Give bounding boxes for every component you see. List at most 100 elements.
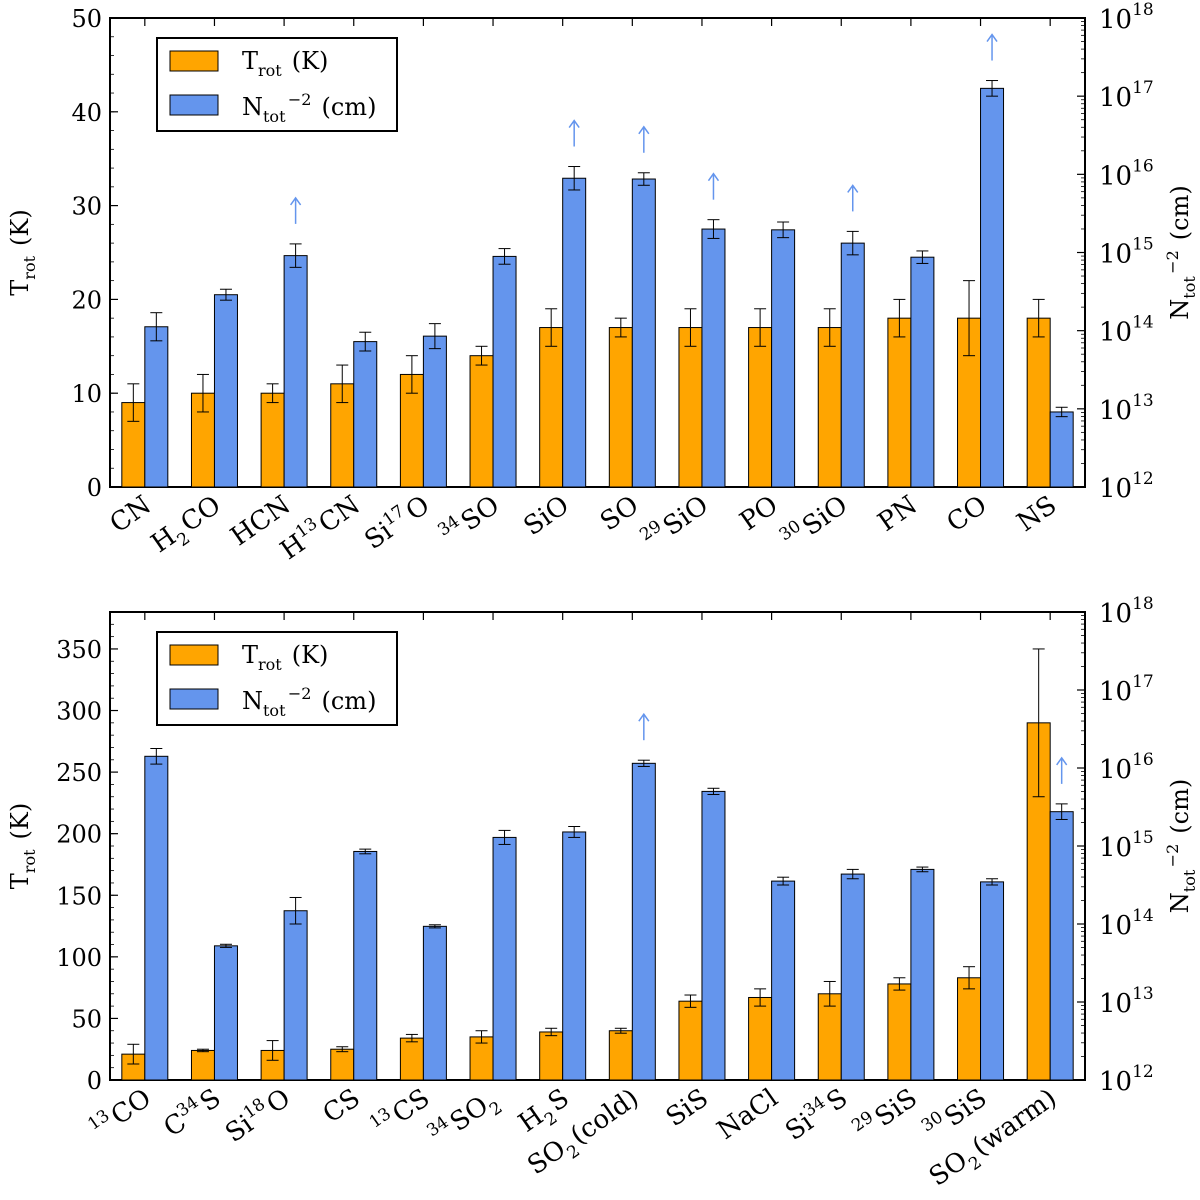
bar-trot xyxy=(539,327,564,488)
bar-trot xyxy=(887,983,912,1081)
bar-trot xyxy=(260,392,285,488)
bar-ntot xyxy=(701,228,726,488)
bar-ntot xyxy=(701,790,726,1081)
bar-ntot xyxy=(144,326,169,488)
bar-ntot xyxy=(562,831,587,1081)
bar-ntot xyxy=(1049,811,1074,1081)
legend-swatch-ntot xyxy=(169,94,219,116)
right-tick-label: 1013 xyxy=(1099,984,1154,1019)
x-tick-label: CS xyxy=(318,1083,366,1129)
bar-ntot xyxy=(910,256,935,488)
bar-trot xyxy=(748,327,773,488)
x-tick-label: H13 CN xyxy=(273,488,365,566)
lower-limit-arrowhead xyxy=(847,184,859,193)
x-tick-label: Si34 S xyxy=(778,1081,853,1147)
y-axis-label-right: Ntot −2 (cm) xyxy=(1163,185,1199,319)
legend: Trot (K) Ntot −2 (cm) xyxy=(156,631,398,726)
bar-trot xyxy=(817,327,842,488)
x-tick-label: NS xyxy=(1012,490,1062,538)
right-tick-label: 1013 xyxy=(1099,391,1154,426)
bar-ntot xyxy=(631,178,656,488)
lower-limit-arrowhead xyxy=(638,712,650,722)
left-tick-label: 20 xyxy=(71,286,102,314)
left-tick-label: 50 xyxy=(71,1005,102,1033)
left-tick-label: 10 xyxy=(71,380,102,408)
x-tick-label: PN xyxy=(873,490,923,538)
chart-panel-bottom: 0 50 100 150 200 250 300 350 1012 1013 1014 1015 101… xyxy=(6,594,1199,1197)
bar-ntot xyxy=(562,177,587,488)
left-tick-label: 300 xyxy=(56,698,102,726)
bar-ntot xyxy=(771,229,796,488)
lower-limit-arrowhead xyxy=(1056,756,1068,766)
x-tick-label: SiS xyxy=(661,1083,714,1133)
bar-ntot xyxy=(771,880,796,1081)
bar-ntot xyxy=(840,873,865,1081)
bar-trot xyxy=(539,1031,564,1081)
bar-trot xyxy=(399,1037,424,1081)
right-tick-label: 1012 xyxy=(1099,1062,1154,1097)
left-tick-label: 100 xyxy=(56,944,102,972)
x-tick-label: C34 S xyxy=(157,1081,227,1144)
lower-limit-arrowhead xyxy=(568,119,580,128)
bar-ntot xyxy=(144,755,169,1081)
bar-trot xyxy=(330,1048,355,1081)
y-axis-label-right: Ntot −2 (cm) xyxy=(1163,779,1199,913)
x-tick-label: Si17 O xyxy=(358,488,436,556)
bar-trot xyxy=(608,327,633,488)
legend-swatch-ntot xyxy=(169,688,219,710)
bar-ntot xyxy=(1049,411,1074,488)
x-tick-label: 29 SiS xyxy=(848,1081,923,1147)
bar-ntot xyxy=(840,242,865,488)
bar-ntot xyxy=(492,255,517,488)
bar-ntot xyxy=(213,945,238,1081)
lower-limit-arrowhead xyxy=(707,172,720,182)
right-tick-label: 1014 xyxy=(1099,313,1154,348)
bar-ntot xyxy=(492,836,517,1081)
bar-ntot xyxy=(910,868,935,1081)
right-tick-label: 1015 xyxy=(1099,235,1154,270)
x-tick-label: Si18 O xyxy=(218,1081,296,1149)
x-tick-label: 34 SO xyxy=(434,488,505,551)
left-tick-label: 0 xyxy=(87,474,102,502)
y-axis-label-left: Trot (K) xyxy=(6,209,39,295)
lower-limit-arrowhead xyxy=(638,125,650,135)
chart-panel-top: 0 10 20 30 40 50 1012 1013 1014 1015 1016 1017 1018 T… xyxy=(6,0,1199,566)
legend-swatch-trot xyxy=(169,50,219,72)
bar-trot xyxy=(678,327,703,488)
x-tick-label: SO2 (warm) xyxy=(924,1083,1066,1197)
bar-trot xyxy=(469,355,494,488)
left-tick-label: 50 xyxy=(71,5,102,33)
bar-ntot xyxy=(980,87,1005,488)
bar-ntot xyxy=(422,335,447,488)
bar-trot xyxy=(957,977,982,1081)
bar-trot xyxy=(748,996,773,1081)
x-tick-label: 30 SiO xyxy=(776,488,854,556)
x-tick-label: 13 CS xyxy=(366,1081,436,1144)
bar-trot xyxy=(887,317,912,488)
legend-label-ntot: Ntot −2 (cm) xyxy=(242,90,376,126)
right-tick-label: 1018 xyxy=(1099,594,1154,629)
bar-trot xyxy=(817,993,842,1081)
right-tick-label: 1017 xyxy=(1099,672,1154,707)
right-tick-label: 1018 xyxy=(1099,0,1154,35)
bar-trot xyxy=(608,1030,633,1081)
bar-ntot xyxy=(631,762,656,1081)
left-tick-label: 40 xyxy=(71,99,102,127)
left-tick-label: 200 xyxy=(56,821,102,849)
right-tick-label: 1012 xyxy=(1099,469,1154,504)
right-tick-label: 1016 xyxy=(1099,750,1154,785)
x-tick-label: CO xyxy=(942,490,993,538)
bar-ntot xyxy=(283,910,308,1081)
right-tick-label: 1015 xyxy=(1099,828,1154,863)
bar-ntot xyxy=(980,881,1005,1081)
x-tick-label: NaCl xyxy=(712,1083,784,1146)
y-axis-label-left: Trot (K) xyxy=(6,803,39,889)
x-tick-label: 29 SiO xyxy=(636,488,714,556)
legend-label-ntot: Ntot −2 (cm) xyxy=(242,684,376,720)
x-tick-label: H2 CO xyxy=(146,490,230,564)
bar-trot xyxy=(678,1000,703,1081)
bar-trot xyxy=(190,1049,215,1081)
x-tick-label: 34 SO2 xyxy=(423,1081,508,1157)
x-tick-label: SO2 (cold) xyxy=(522,1083,648,1186)
